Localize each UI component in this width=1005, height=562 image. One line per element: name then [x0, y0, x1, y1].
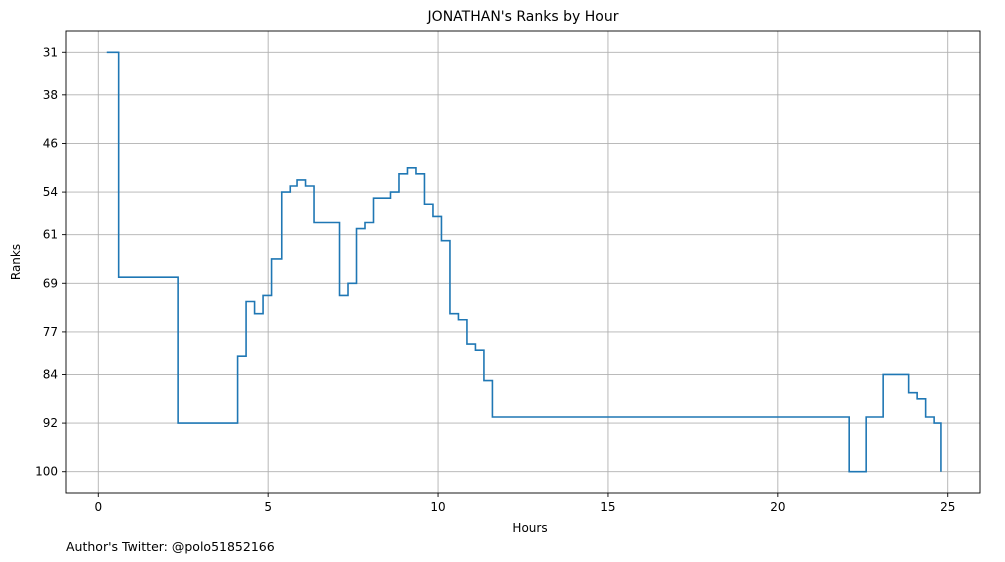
x-tick-label: 20	[770, 500, 785, 514]
y-tick-label: 84	[43, 367, 58, 381]
x-tick-label: 5	[264, 500, 272, 514]
y-axis-label: Ranks	[9, 244, 23, 280]
y-tick-label: 31	[43, 45, 58, 59]
y-axis: 31 38 46 54 61 69 77 84 92 100	[35, 45, 66, 479]
grid-lines	[66, 31, 980, 493]
author-credit: Author's Twitter: @polo51852166	[66, 539, 275, 554]
x-tick-label: 10	[430, 500, 445, 514]
y-tick-label: 100	[35, 465, 58, 479]
y-tick-label: 92	[43, 416, 58, 430]
y-tick-label: 38	[43, 88, 58, 102]
x-tick-label: 25	[940, 500, 955, 514]
plot-background	[66, 31, 980, 493]
rank-series-line	[106, 51, 942, 473]
x-axis: 0 5 10 15 20 25	[94, 493, 955, 514]
y-tick-label: 77	[43, 325, 58, 339]
y-tick-label: 46	[43, 136, 58, 150]
x-tick-label: 15	[600, 500, 615, 514]
chart-title: JONATHAN's Ranks by Hour	[427, 9, 619, 25]
x-tick-label: 0	[94, 500, 102, 514]
plot-frame	[65, 30, 981, 494]
series-layer	[106, 51, 942, 473]
y-tick-label: 61	[43, 228, 58, 242]
y-tick-label: 69	[43, 276, 58, 290]
x-axis-label: Hours	[512, 521, 547, 535]
y-tick-label: 54	[43, 185, 58, 199]
